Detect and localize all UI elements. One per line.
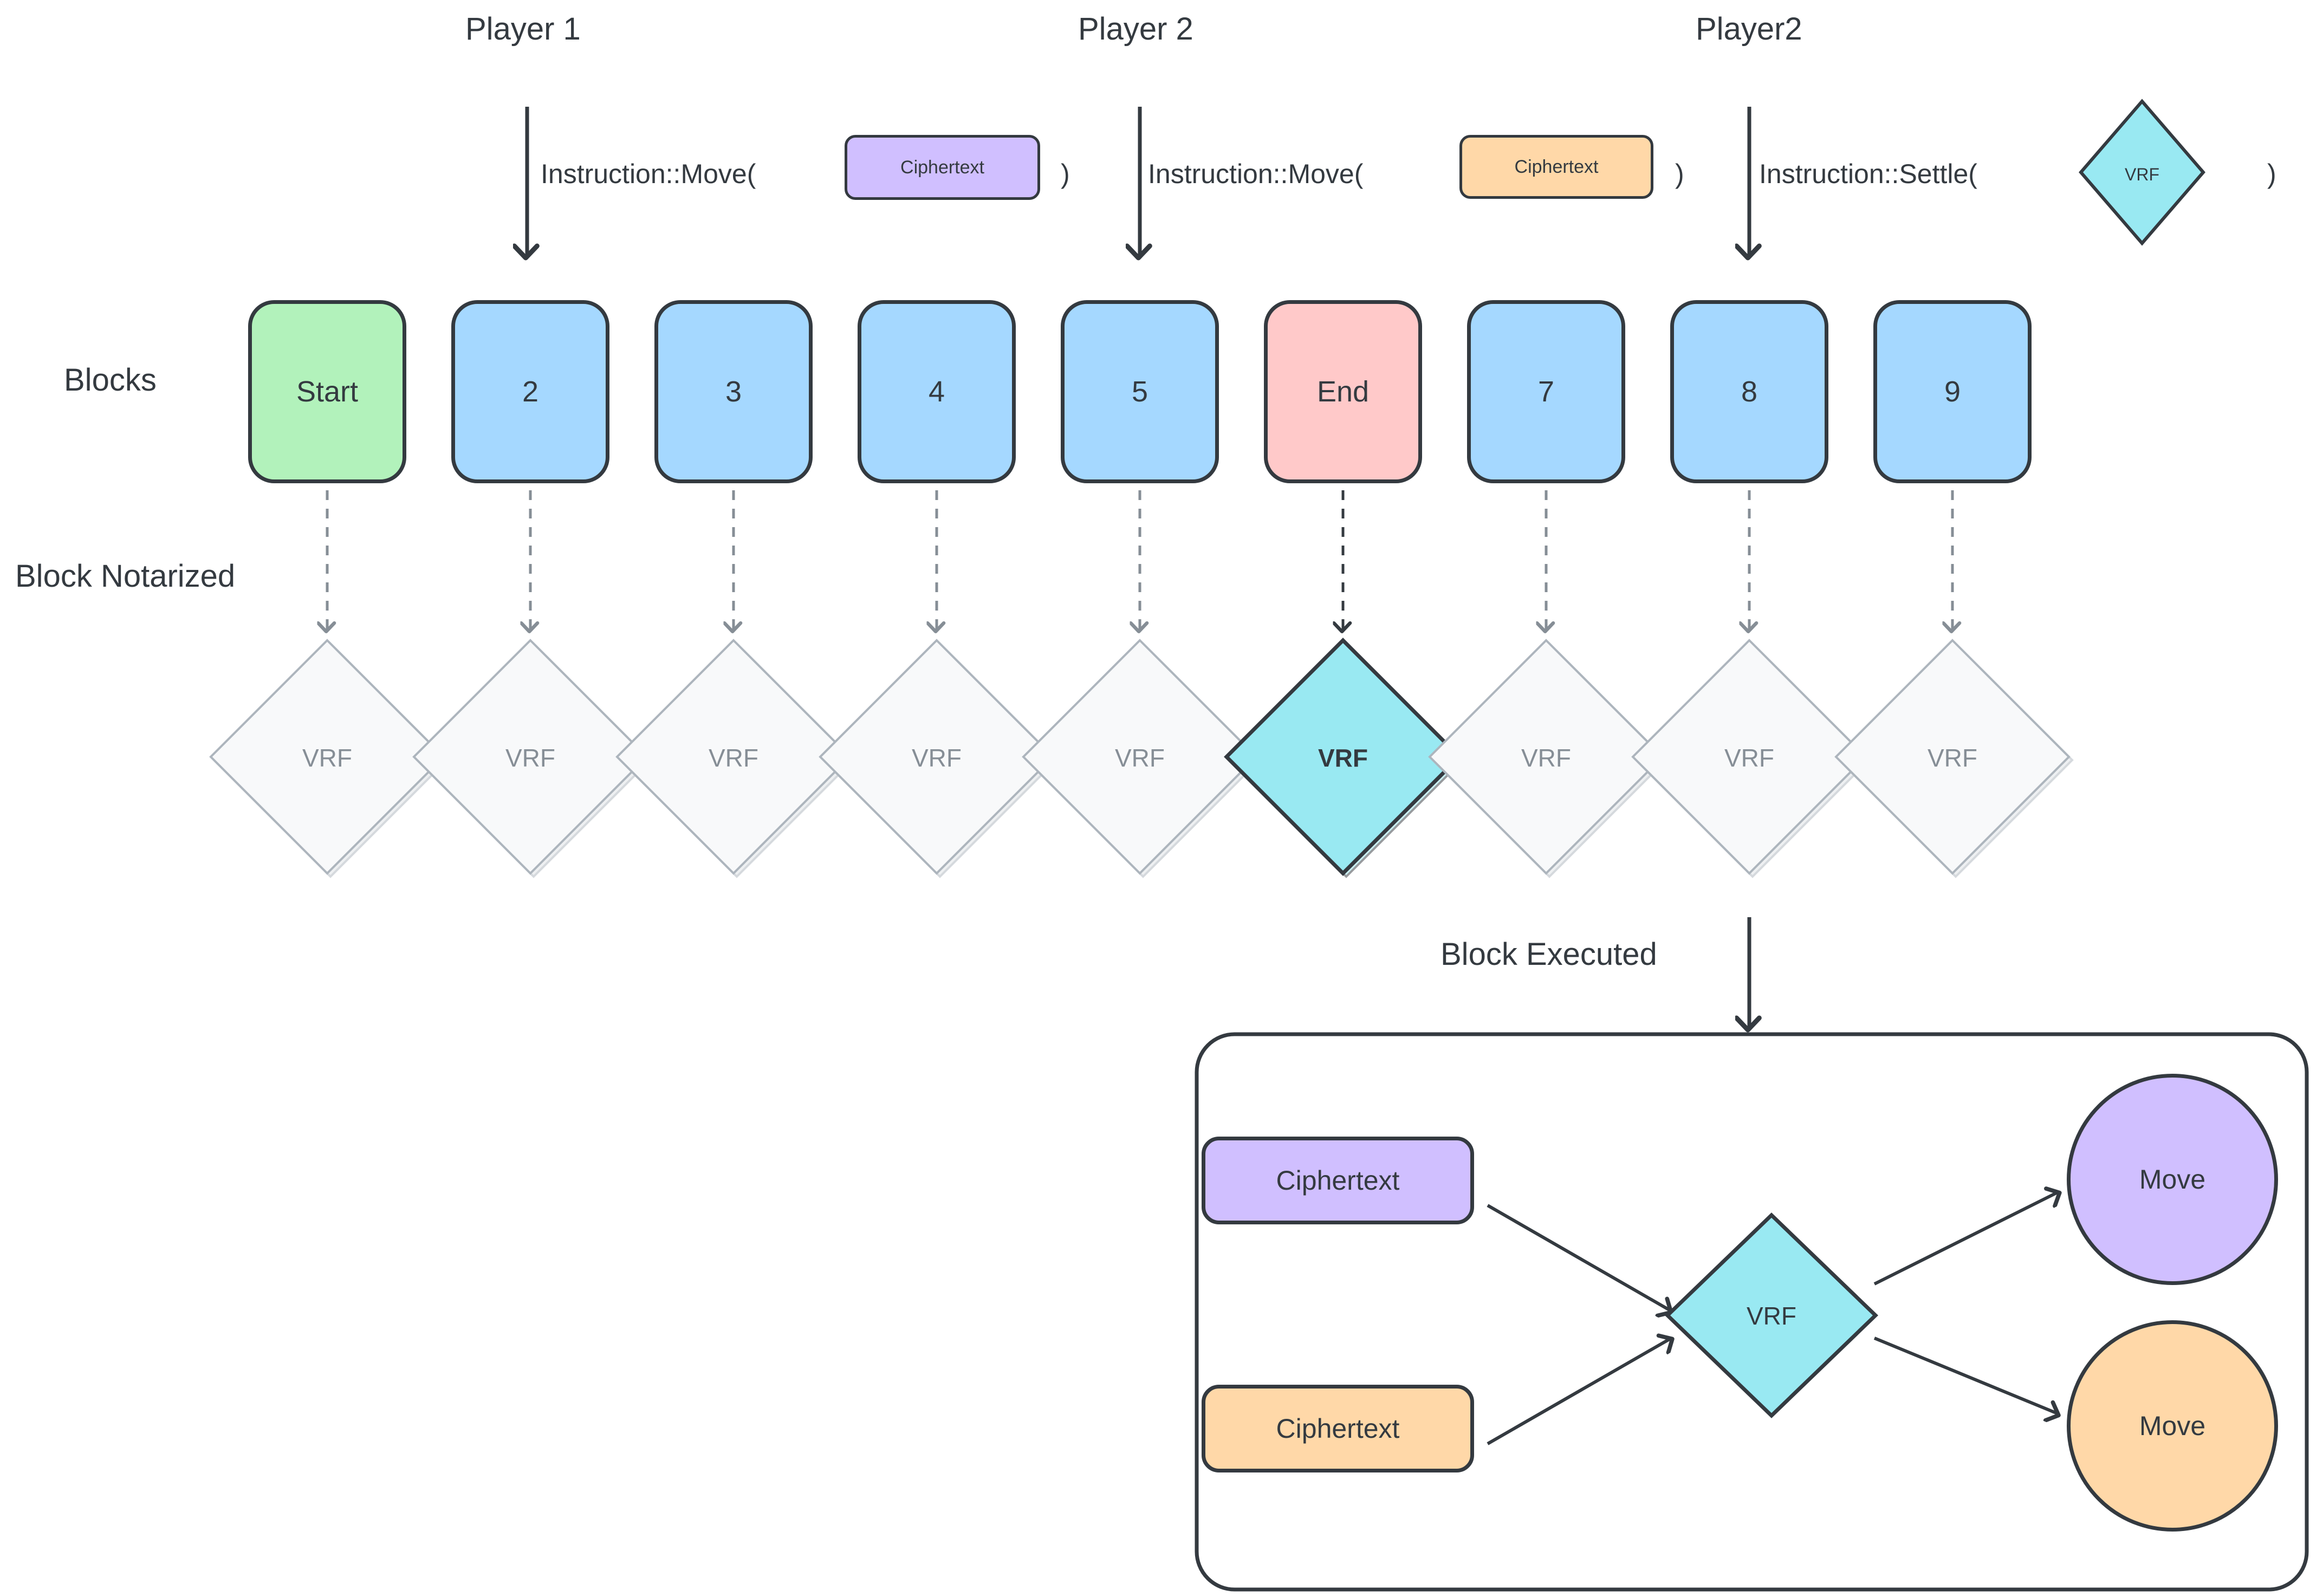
svg-text:VRF: VRF (1318, 744, 1368, 772)
svg-text:VRF: VRF (505, 744, 555, 772)
svg-text:VRF: VRF (1928, 744, 1977, 772)
svg-text:VRF: VRF (1521, 744, 1571, 772)
svg-text:VRF: VRF (1724, 744, 1774, 772)
svg-text:VRF: VRF (2125, 165, 2159, 184)
svg-text:VRF: VRF (1747, 1302, 1796, 1330)
svg-text:VRF: VRF (709, 744, 758, 772)
svg-text:VRF: VRF (912, 744, 962, 772)
svg-text:VRF: VRF (1115, 744, 1165, 772)
svg-text:VRF: VRF (302, 744, 352, 772)
